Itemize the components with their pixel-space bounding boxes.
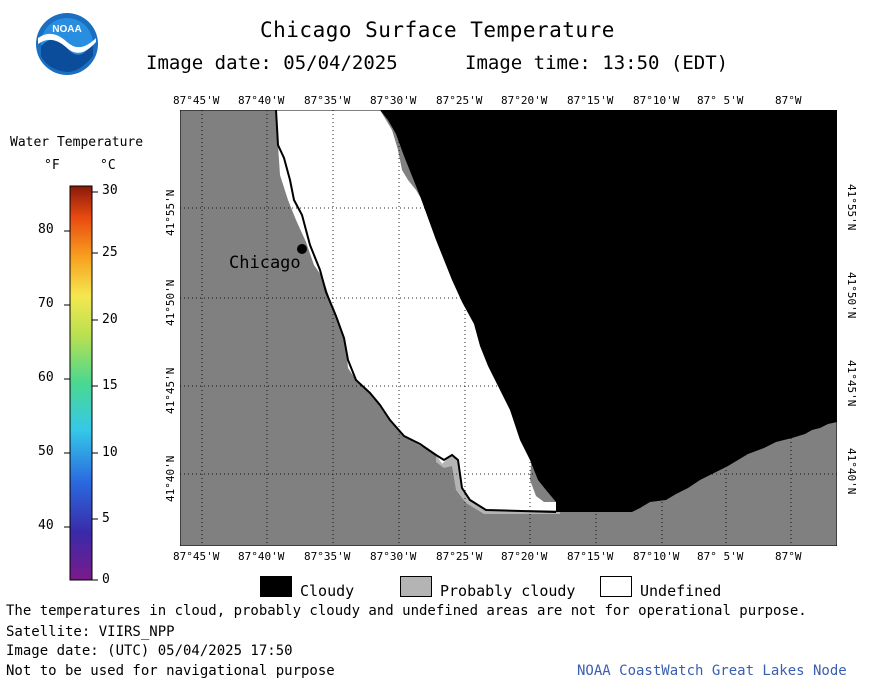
- c-tick: 10: [102, 445, 118, 460]
- legend-label-undefined: Undefined: [640, 582, 722, 600]
- noaa-logo: NOAA: [36, 13, 98, 75]
- city-label: Chicago: [229, 253, 301, 273]
- lon-label: 87°20'W: [501, 550, 548, 563]
- cloudy-region: [380, 110, 837, 512]
- footer-note: The temperatures in cloud, probably clou…: [6, 603, 807, 619]
- lat-label: 41°45'N: [164, 367, 177, 414]
- legend-label-cloudy: Cloudy: [300, 582, 355, 600]
- c-tick: 30: [102, 183, 118, 198]
- lon-label: 87°W: [775, 550, 802, 563]
- colorbar-title: Water Temperature: [10, 135, 144, 150]
- lon-label: 87°40'W: [238, 550, 285, 563]
- lon-label: 87°25'W: [436, 94, 483, 107]
- lon-label: 87°10'W: [633, 94, 680, 107]
- lon-label: 87°30'W: [370, 550, 417, 563]
- legend-label-probably-cloudy: Probably cloudy: [440, 582, 576, 600]
- f-tick: 50: [38, 444, 54, 459]
- lat-label: 41°55'N: [845, 184, 858, 231]
- graticule: [180, 110, 837, 546]
- lat-label: 41°55'N: [164, 189, 177, 236]
- c-tick: 15: [102, 378, 118, 393]
- coastline: [275, 110, 557, 513]
- lat-label: 41°50'N: [845, 272, 858, 319]
- lon-label: 87°35'W: [304, 550, 351, 563]
- lon-label: 87° 5'W: [697, 550, 744, 563]
- lat-label: 41°50'N: [164, 279, 177, 326]
- f-tick: 40: [38, 518, 54, 533]
- legend-swatch-cloudy: [260, 576, 292, 597]
- satellite-info: Satellite: VIIRS_NPP: [6, 624, 175, 640]
- f-tick: 70: [38, 296, 54, 311]
- lon-label: 87°20'W: [501, 94, 548, 107]
- c-tick: 0: [102, 572, 110, 587]
- lon-label: 87°40'W: [238, 94, 285, 107]
- legend-swatch-probably-cloudy: [400, 576, 432, 597]
- lon-label: 87°45'W: [173, 550, 220, 563]
- lat-label: 41°40'N: [845, 448, 858, 495]
- lat-label: 41°40'N: [164, 455, 177, 502]
- c-tick: 20: [102, 312, 118, 327]
- legend-swatch-undefined: [600, 576, 632, 597]
- lon-label: 87°45'W: [173, 94, 220, 107]
- lon-label: 87°35'W: [304, 94, 351, 107]
- image-time: Image time: 13:50 (EDT): [465, 52, 729, 74]
- navigation-warning: Not to be used for navigational purpose: [6, 663, 335, 679]
- temperature-colorbar: [64, 185, 98, 581]
- lon-label: 87°15'W: [567, 550, 614, 563]
- lon-label: 87°30'W: [370, 94, 417, 107]
- lon-label: 87° 5'W: [697, 94, 744, 107]
- f-tick: 60: [38, 370, 54, 385]
- colorbar-unit-c: °C: [100, 158, 116, 173]
- f-tick: 80: [38, 222, 54, 237]
- chicago-marker: [297, 244, 307, 254]
- credit-link[interactable]: NOAA CoastWatch Great Lakes Node: [577, 663, 847, 679]
- logo-text: NOAA: [52, 24, 81, 35]
- probably-cloudy-region: [436, 455, 560, 514]
- lat-label: 41°45'N: [845, 360, 858, 407]
- lon-label: 87°15'W: [567, 94, 614, 107]
- lon-label: 87°W: [775, 94, 802, 107]
- lon-label: 87°10'W: [633, 550, 680, 563]
- image-date: Image date: 05/04/2025: [146, 52, 398, 74]
- lon-label: 87°25'W: [436, 550, 483, 563]
- utc-date: Image date: (UTC) 05/04/2025 17:50: [6, 643, 293, 659]
- c-tick: 25: [102, 245, 118, 260]
- c-tick: 5: [102, 511, 110, 526]
- undefined-region: [276, 110, 560, 510]
- map-panel: [180, 110, 837, 546]
- page-title: Chicago Surface Temperature: [260, 18, 615, 42]
- colorbar-unit-f: °F: [44, 158, 60, 173]
